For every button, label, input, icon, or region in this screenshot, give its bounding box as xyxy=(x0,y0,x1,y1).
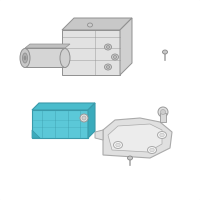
Polygon shape xyxy=(32,110,88,138)
Ellipse shape xyxy=(104,64,112,70)
Ellipse shape xyxy=(20,48,30,68)
Ellipse shape xyxy=(128,156,132,160)
Polygon shape xyxy=(120,18,132,75)
Polygon shape xyxy=(103,118,172,158)
Polygon shape xyxy=(160,113,166,122)
Polygon shape xyxy=(32,103,95,110)
Ellipse shape xyxy=(82,116,86,120)
Ellipse shape xyxy=(162,50,168,54)
Polygon shape xyxy=(62,18,132,30)
Ellipse shape xyxy=(60,48,70,68)
Ellipse shape xyxy=(24,56,26,60)
Polygon shape xyxy=(88,103,95,138)
Polygon shape xyxy=(108,124,162,152)
Polygon shape xyxy=(32,130,40,138)
Ellipse shape xyxy=(80,114,88,122)
Polygon shape xyxy=(25,48,65,67)
Ellipse shape xyxy=(106,46,110,48)
Ellipse shape xyxy=(150,148,154,152)
Ellipse shape xyxy=(158,107,168,117)
Ellipse shape xyxy=(106,66,110,68)
Ellipse shape xyxy=(104,44,112,50)
Ellipse shape xyxy=(160,133,164,137)
Ellipse shape xyxy=(22,53,28,63)
Ellipse shape xyxy=(160,110,166,114)
Ellipse shape xyxy=(148,146,156,154)
Ellipse shape xyxy=(116,143,120,147)
Polygon shape xyxy=(25,44,70,48)
Polygon shape xyxy=(62,30,120,75)
Polygon shape xyxy=(95,130,103,140)
Ellipse shape xyxy=(114,142,122,148)
Ellipse shape xyxy=(88,23,92,27)
Ellipse shape xyxy=(158,132,166,138)
Ellipse shape xyxy=(113,55,117,58)
Ellipse shape xyxy=(112,54,118,60)
